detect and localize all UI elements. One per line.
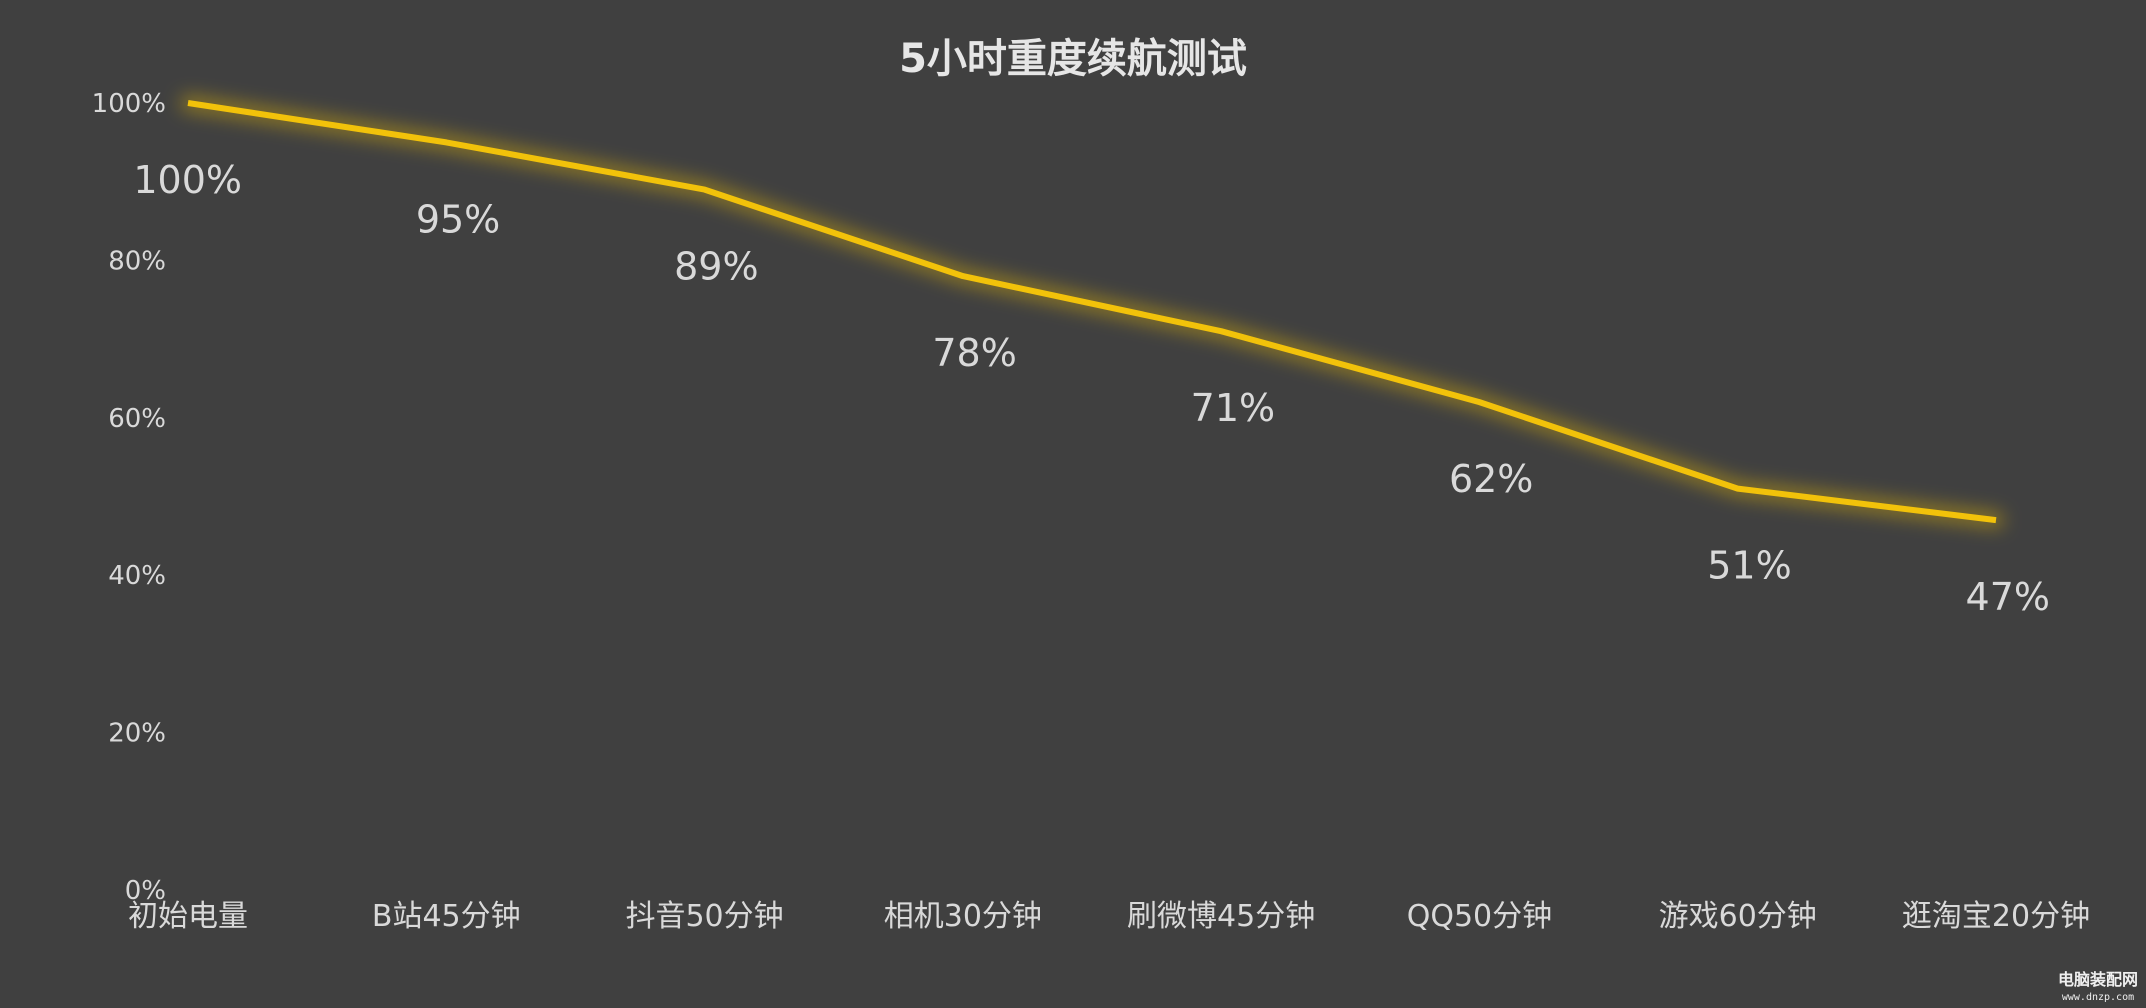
data-label: 78%: [932, 331, 1016, 375]
data-label: 95%: [416, 197, 500, 241]
y-tick-label: 80%: [108, 246, 166, 276]
x-tick-label: 逛淘宝20分钟: [1902, 899, 2090, 934]
data-label: 47%: [1966, 575, 2050, 619]
data-labels: 100% 95% 89% 78% 71% 62% 51% 47%: [133, 158, 2050, 619]
series-layer: [180, 95, 2004, 529]
x-tick-label: B站45分钟: [372, 899, 521, 934]
x-tick-label: 抖音50分钟: [625, 899, 783, 934]
x-tick-label: QQ50分钟: [1407, 899, 1552, 934]
watermark-main: 电脑装配网: [2058, 970, 2138, 989]
data-label: 62%: [1449, 457, 1533, 501]
y-tick-label: 60%: [108, 404, 166, 434]
watermark: 电脑装配网 www.dnzp.com: [2058, 970, 2138, 1003]
watermark-sub: www.dnzp.com: [2062, 992, 2134, 1003]
data-label: 51%: [1707, 544, 1791, 588]
y-tick-label: 100%: [92, 89, 166, 119]
y-axis: 0% 20% 40% 60% 80% 100%: [92, 89, 166, 906]
data-label: 100%: [133, 158, 242, 202]
x-tick-label: 游戏60分钟: [1659, 899, 1817, 934]
data-label: 89%: [674, 245, 758, 289]
chart-title: 5小时重度续航测试: [899, 36, 1247, 82]
x-axis: 初始电量 B站45分钟 抖音50分钟 相机30分钟 刷微博45分钟 QQ50分钟 游戏60分…: [128, 899, 2090, 934]
y-tick-label: 20%: [108, 719, 166, 749]
series-line: [187, 100, 1997, 524]
y-tick-label: 0%: [125, 876, 166, 906]
data-label: 71%: [1191, 386, 1275, 430]
x-tick-label: 初始电量: [128, 899, 248, 934]
y-tick-label: 40%: [108, 561, 166, 591]
x-tick-label: 刷微博45分钟: [1127, 899, 1315, 934]
x-tick-label: 相机30分钟: [884, 899, 1042, 934]
series-line-glow: [180, 95, 2004, 529]
